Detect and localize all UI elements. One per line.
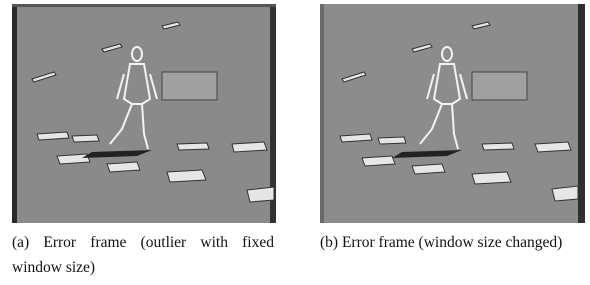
caption-label: (a) [12, 234, 29, 251]
page: (a) Error frame (outlier with fixed wind… [0, 0, 590, 285]
caption-text: Error frame (outlier with fixed window s… [12, 234, 274, 276]
caption-label: (b) [320, 234, 338, 251]
error-frame-image [12, 4, 276, 223]
error-frame-image [320, 4, 585, 223]
caption-text: Error frame (window size changed) [342, 234, 562, 251]
caption: (a) Error frame (outlier with fixed wind… [12, 230, 274, 280]
caption: (b) Error frame (window size changed) [320, 230, 582, 255]
